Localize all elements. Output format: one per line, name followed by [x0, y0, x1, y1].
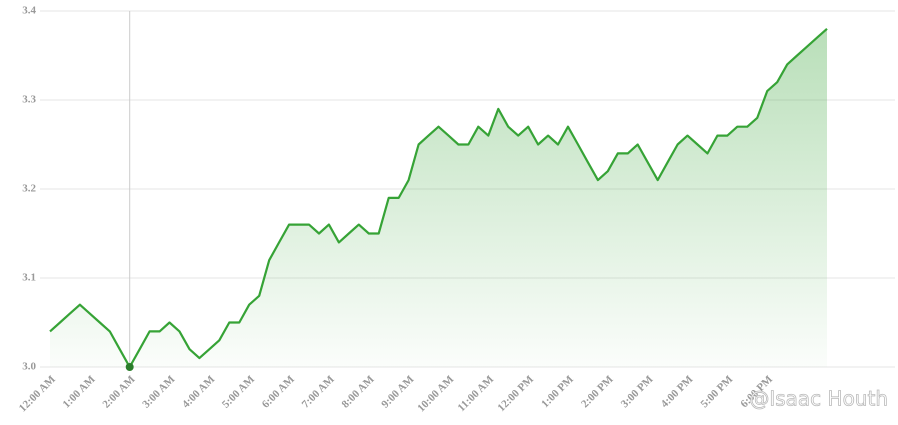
x-tick-label: 5:00 AM: [220, 373, 258, 411]
x-tick-label: 1:00 PM: [539, 373, 576, 410]
x-tick-label: 4:00 AM: [180, 373, 218, 411]
area: [50, 28, 827, 368]
watermark: @Isaac Houth: [749, 387, 888, 411]
x-tick-label: 3:00 AM: [140, 373, 178, 411]
y-tick-label: 3.4: [22, 5, 36, 17]
y-tick-label: 3.0: [22, 361, 36, 373]
line: [49, 27, 828, 369]
x-tick-label: 11:00 AM: [456, 373, 497, 414]
x-tick-label: 9:00 AM: [379, 373, 417, 411]
y-tick-label: 3.1: [22, 272, 36, 284]
x-tick-label: 5:00 PM: [699, 373, 736, 410]
x-tick-label: 10:00 AM: [415, 373, 457, 415]
x-tick-label: 2:00 PM: [579, 373, 616, 410]
x-tick-label: 12:00 PM: [495, 373, 536, 414]
x-tick-label: 1:00 AM: [61, 373, 99, 411]
x-tick-label: 12:00 AM: [17, 373, 59, 415]
highlight-point: [125, 363, 134, 371]
x-tick-label: 8:00 AM: [339, 373, 377, 411]
x-tick-label: 2:00 AM: [100, 373, 138, 411]
x-tick-label: 4:00 PM: [659, 373, 696, 410]
x-tick-label: 3:00 PM: [619, 373, 656, 410]
y-tick-label: 3.3: [22, 94, 36, 106]
x-tick-label: 7:00 AM: [300, 373, 338, 411]
x-tick-label: 6:00 AM: [260, 373, 298, 411]
y-tick-label: 3.2: [22, 183, 36, 195]
